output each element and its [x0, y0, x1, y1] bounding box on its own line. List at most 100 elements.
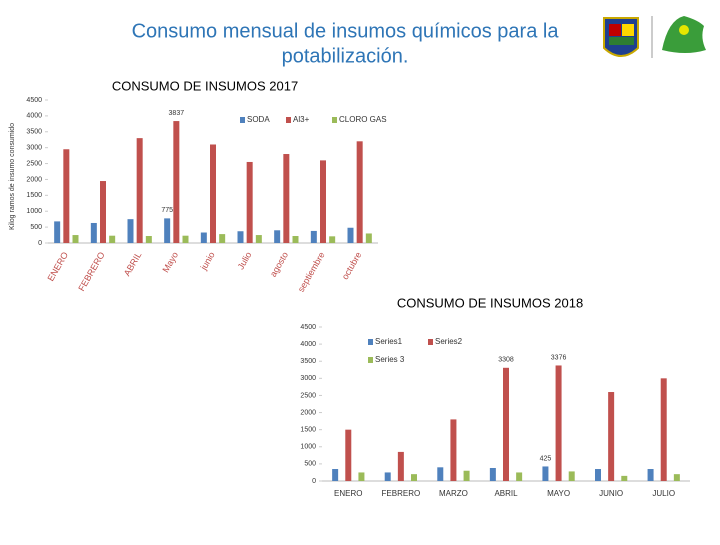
data-label: 775 [161, 207, 173, 214]
bar [595, 469, 601, 481]
logo-emblem [662, 16, 706, 53]
bar [200, 232, 207, 243]
bar [173, 121, 180, 243]
legend-swatch [286, 117, 291, 123]
y-tick-label: 500 [304, 461, 316, 468]
y-tick-label: 1500 [300, 427, 316, 434]
bar [274, 230, 281, 243]
legend-label: Series2 [435, 337, 463, 346]
bar [503, 367, 509, 481]
y-axis-label: Kilog ramos de insumo consumido [9, 123, 16, 230]
y-tick-label: 2500 [26, 160, 42, 167]
bar [127, 219, 134, 243]
bar [555, 365, 562, 481]
bar [136, 138, 143, 243]
y-tick-label: 2000 [300, 409, 316, 416]
bar [365, 233, 372, 243]
bar [145, 236, 152, 243]
bar [397, 451, 404, 481]
y-tick-label: 2500 [300, 392, 316, 399]
x-tick-label: MARZO [439, 489, 468, 498]
chart-title: CONSUMO DE INSUMOS 2018 [397, 295, 583, 310]
x-tick-label: ENERO [334, 489, 362, 498]
legend-label: CLORO GAS [339, 115, 387, 124]
y-tick-label: 4500 [26, 97, 42, 104]
bar [332, 469, 339, 481]
bar [63, 149, 70, 243]
legend-swatch [368, 357, 373, 363]
bar [356, 141, 363, 243]
y-tick-label: 3500 [26, 129, 42, 136]
bar [182, 235, 189, 243]
chart-title: CONSUMO DE INSUMOS 2017 [112, 78, 298, 93]
x-tick-label: FEBRERO [382, 489, 421, 498]
bar [608, 392, 615, 481]
bar [292, 236, 299, 243]
data-label: 425 [540, 455, 552, 462]
y-tick-label: 2000 [26, 176, 42, 183]
legend-swatch [240, 117, 245, 123]
bar [345, 429, 352, 481]
data-label: 3308 [498, 357, 514, 364]
bar [255, 235, 262, 243]
y-tick-label: 0 [312, 478, 316, 485]
bar [109, 235, 116, 243]
x-tick-label: MAYO [547, 489, 570, 498]
logo-shield [603, 17, 639, 57]
y-tick-label: 3000 [300, 375, 316, 382]
bar [568, 471, 575, 481]
y-tick-label: 500 [30, 224, 42, 231]
y-tick-label: 1000 [26, 208, 42, 215]
bar [411, 474, 417, 481]
bar [237, 231, 244, 243]
bar [437, 467, 444, 481]
legend-label: Series 3 [375, 355, 405, 364]
legend-label: Series1 [375, 337, 403, 346]
bar [219, 234, 226, 243]
bar [329, 236, 336, 243]
bar [164, 218, 171, 243]
bar [54, 221, 61, 243]
data-label: 3837 [169, 110, 185, 117]
bar [516, 472, 523, 481]
legend-label: SODA [247, 115, 270, 124]
data-label: 3376 [551, 354, 567, 361]
x-tick-label: JULIO [652, 489, 675, 498]
bar [384, 472, 391, 481]
bar [660, 378, 667, 481]
y-tick-label: 1500 [26, 192, 42, 199]
slide-title: Consumo mensual de insumos químicos para… [132, 20, 560, 42]
y-tick-label: 4500 [300, 324, 316, 331]
bar [90, 222, 97, 243]
bar [673, 474, 680, 481]
bar [358, 472, 365, 481]
y-tick-label: 4000 [300, 341, 316, 348]
bar [310, 230, 317, 243]
bar [72, 235, 79, 243]
y-tick-label: 3000 [26, 145, 42, 152]
legend-label: Al3+ [293, 115, 310, 124]
bar [542, 466, 549, 481]
bar [320, 160, 326, 243]
bar [621, 475, 628, 481]
bar [283, 154, 290, 243]
bar [210, 144, 216, 243]
bar [246, 161, 253, 243]
legend-swatch [368, 339, 373, 345]
bar [489, 467, 496, 481]
y-tick-label: 1000 [300, 444, 316, 451]
bar [463, 470, 470, 481]
bar [100, 181, 106, 243]
y-tick-label: 3500 [300, 358, 316, 365]
slide-title: potabilización. [282, 45, 409, 67]
x-tick-label: JUNIO [599, 489, 623, 498]
y-tick-label: 4000 [26, 113, 42, 120]
bar [450, 419, 457, 481]
legend-swatch [332, 117, 337, 123]
x-tick-label: ABRIL [494, 489, 518, 498]
legend-swatch [428, 339, 433, 345]
y-tick-label: 0 [38, 240, 42, 247]
bar [347, 227, 354, 243]
